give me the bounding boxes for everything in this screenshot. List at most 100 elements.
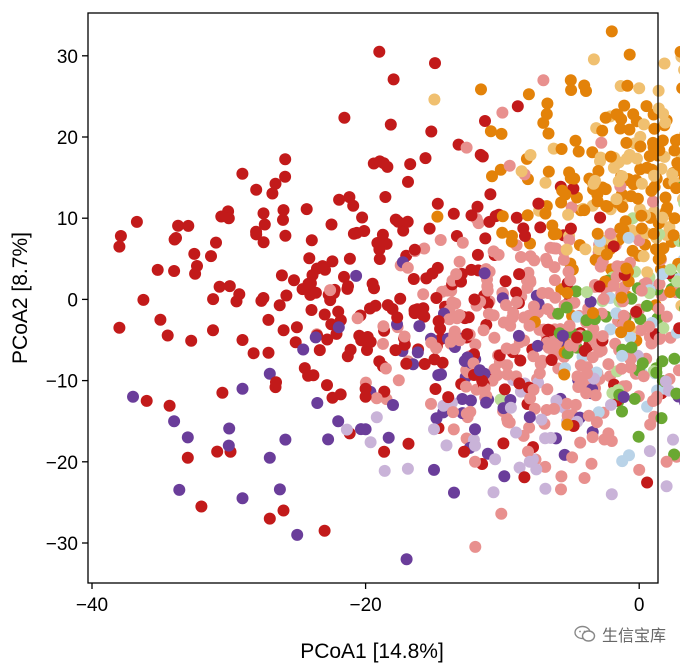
data-point-group-1: [545, 354, 558, 366]
data-point-group-8: [671, 275, 680, 288]
data-point-group-1: [262, 346, 275, 359]
data-point-group-1: [479, 115, 491, 127]
data-point-group-5: [486, 170, 498, 183]
data-point-group-1: [498, 383, 511, 396]
data-point-group-1: [402, 437, 415, 450]
data-point-group-2: [311, 397, 324, 409]
data-point-group-2: [350, 269, 363, 282]
data-point-group-4: [659, 375, 672, 388]
data-point-group-3: [510, 296, 523, 309]
data-point-group-1: [321, 333, 334, 346]
data-point-group-6: [579, 243, 592, 256]
data-point-group-7: [616, 405, 628, 418]
data-point-group-2: [523, 411, 536, 424]
data-point-group-2: [584, 295, 597, 308]
data-point-group-3: [501, 359, 514, 372]
data-point-group-3: [503, 159, 516, 172]
data-point-group-5: [547, 228, 560, 241]
data-point-group-1: [343, 252, 356, 265]
data-point-group-4: [469, 439, 481, 452]
data-point-group-3: [401, 261, 414, 274]
data-point-group-1: [408, 243, 421, 256]
data-point-group-6: [524, 149, 537, 161]
data-point-group-5: [668, 144, 680, 157]
data-point-group-3: [377, 337, 389, 350]
data-point-group-1: [338, 111, 351, 124]
y-axis-ticks: −30 −20 −10 0 10 20 30: [46, 47, 88, 555]
data-point-group-5: [475, 83, 487, 96]
data-point-group-3: [524, 392, 537, 405]
data-point-group-5: [522, 88, 535, 101]
data-point-group-3: [595, 136, 608, 149]
data-point-group-3: [492, 248, 505, 261]
data-point-group-1: [429, 383, 442, 395]
data-point-group-1: [479, 232, 492, 245]
data-point-group-3: [527, 350, 540, 363]
data-point-group-3: [469, 540, 482, 553]
data-point-group-6: [539, 176, 552, 189]
data-point-group-4: [340, 423, 353, 436]
data-point-group-3: [555, 470, 568, 483]
data-point-group-3: [602, 358, 615, 371]
data-point-group-1: [304, 277, 317, 290]
data-point-group-5: [604, 150, 617, 163]
data-point-group-6: [652, 102, 665, 115]
data-point-group-1: [376, 228, 389, 241]
data-point-group-5: [640, 100, 653, 113]
data-point-group-2: [279, 433, 292, 446]
data-point-group-1: [391, 311, 404, 324]
data-point-group-1: [277, 324, 290, 337]
data-point-group-5: [620, 136, 633, 149]
data-point-group-5: [592, 165, 605, 177]
data-point-group-5: [645, 184, 658, 197]
data-point-group-1: [373, 253, 386, 265]
data-point-group-6: [594, 151, 607, 164]
data-point-group-3: [585, 457, 598, 470]
data-point-group-3: [647, 195, 659, 208]
data-point-group-3: [537, 74, 550, 87]
data-point-group-4: [364, 436, 377, 449]
data-point-group-6: [635, 177, 648, 190]
data-point-group-2: [309, 331, 322, 344]
data-point-group-4: [401, 462, 414, 475]
data-point-group-3: [417, 288, 430, 301]
data-point-group-3: [564, 274, 577, 287]
data-point-group-1: [428, 353, 441, 366]
data-point-group-1: [305, 234, 318, 247]
data-point-group-2: [273, 483, 286, 496]
data-point-group-4: [513, 461, 526, 474]
data-point-group-6: [641, 266, 654, 279]
data-point-group-2: [556, 329, 569, 342]
data-point-group-1: [513, 268, 526, 281]
data-point-group-3: [447, 406, 459, 419]
data-point-group-5: [643, 150, 656, 163]
data-point-group-3: [604, 227, 617, 240]
data-point-group-3: [653, 332, 666, 345]
data-point-group-2: [332, 415, 345, 428]
data-point-group-1: [532, 197, 545, 210]
data-point-group-3: [379, 362, 392, 375]
data-point-group-6: [637, 250, 650, 263]
data-point-group-1: [233, 288, 246, 301]
data-point-group-1: [484, 188, 497, 201]
data-point-group-2: [127, 390, 139, 403]
data-point-group-6: [560, 243, 573, 256]
data-point-group-7: [632, 430, 645, 443]
data-point-group-5: [670, 182, 680, 195]
data-point-group-3: [524, 250, 537, 263]
data-point-group-1: [305, 304, 318, 316]
data-point-group-3: [564, 339, 577, 352]
y-tick-label: 20: [57, 128, 78, 149]
data-point-group-1: [476, 150, 489, 163]
data-point-group-4: [428, 423, 440, 436]
data-point-group-1: [513, 377, 526, 390]
data-point-group-7: [670, 387, 680, 400]
y-axis-title: PCoA2 [8.7%]: [9, 232, 32, 364]
data-point-group-3: [522, 445, 534, 458]
data-point-group-1: [401, 215, 414, 228]
data-point-group-3: [536, 287, 549, 299]
y-tick-label: −10: [46, 372, 78, 393]
y-tick-label: 10: [57, 209, 78, 230]
data-point-group-6: [612, 175, 625, 188]
data-point-group-6: [620, 152, 633, 165]
